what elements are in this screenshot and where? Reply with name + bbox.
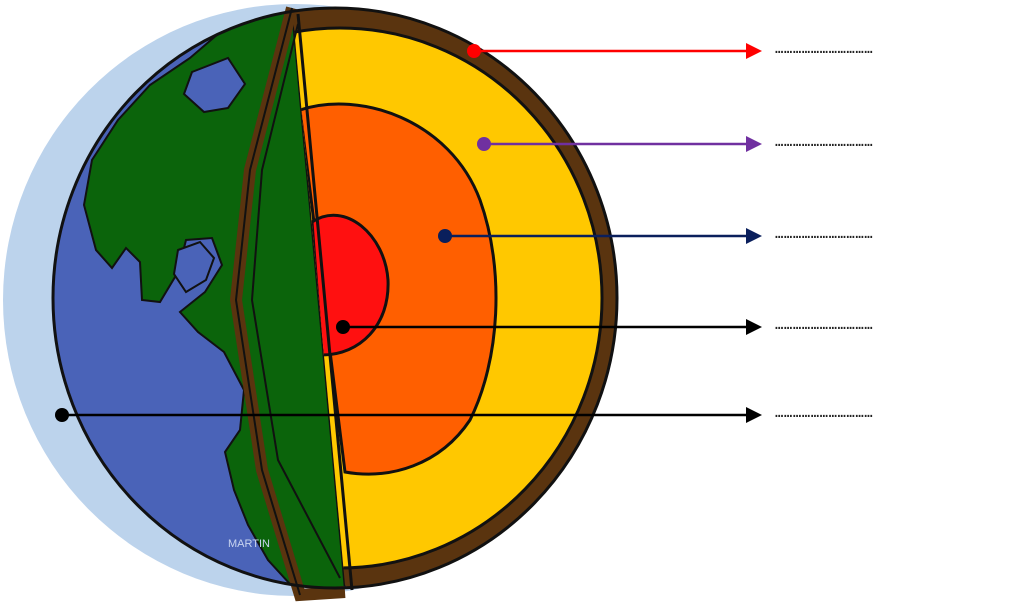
arrowhead-icon xyxy=(746,407,762,423)
land-mass xyxy=(82,8,346,588)
answer-blank[interactable]: …………………………… xyxy=(775,226,874,242)
answer-blank[interactable]: …………………………… xyxy=(775,405,874,421)
pointer-arrows xyxy=(55,43,762,423)
pointer-dot xyxy=(55,408,69,422)
outer-core-pointer xyxy=(438,228,762,244)
arrowhead-icon xyxy=(746,228,762,244)
crust-pointer xyxy=(467,43,762,59)
pointer-dot xyxy=(438,229,452,243)
arrowhead-icon xyxy=(746,319,762,335)
artist-signature: MARTIN xyxy=(228,538,270,550)
ocean-inlet xyxy=(172,240,216,294)
answer-blank[interactable]: …………………………… xyxy=(775,134,874,150)
outer-core-layer xyxy=(298,102,498,476)
inner-mantle-band xyxy=(250,23,341,579)
pointer-dot xyxy=(336,320,350,334)
answer-blank[interactable]: …………………………… xyxy=(775,317,874,333)
inner-core-pointer xyxy=(336,319,762,335)
surface-pointer xyxy=(55,407,762,423)
pointer-dot xyxy=(477,137,491,151)
arrowhead-icon xyxy=(746,43,762,59)
cut-edge-left-outline xyxy=(234,7,301,596)
mantle-pointer xyxy=(477,136,762,152)
globe-outline xyxy=(51,6,619,590)
answer-blank[interactable]: …………………………… xyxy=(775,41,874,57)
arrowhead-icon xyxy=(746,136,762,152)
earth-interior xyxy=(292,8,617,588)
pointer-dot xyxy=(467,44,481,58)
cut-plane-line xyxy=(296,13,354,591)
inner-core-layer xyxy=(310,213,390,357)
